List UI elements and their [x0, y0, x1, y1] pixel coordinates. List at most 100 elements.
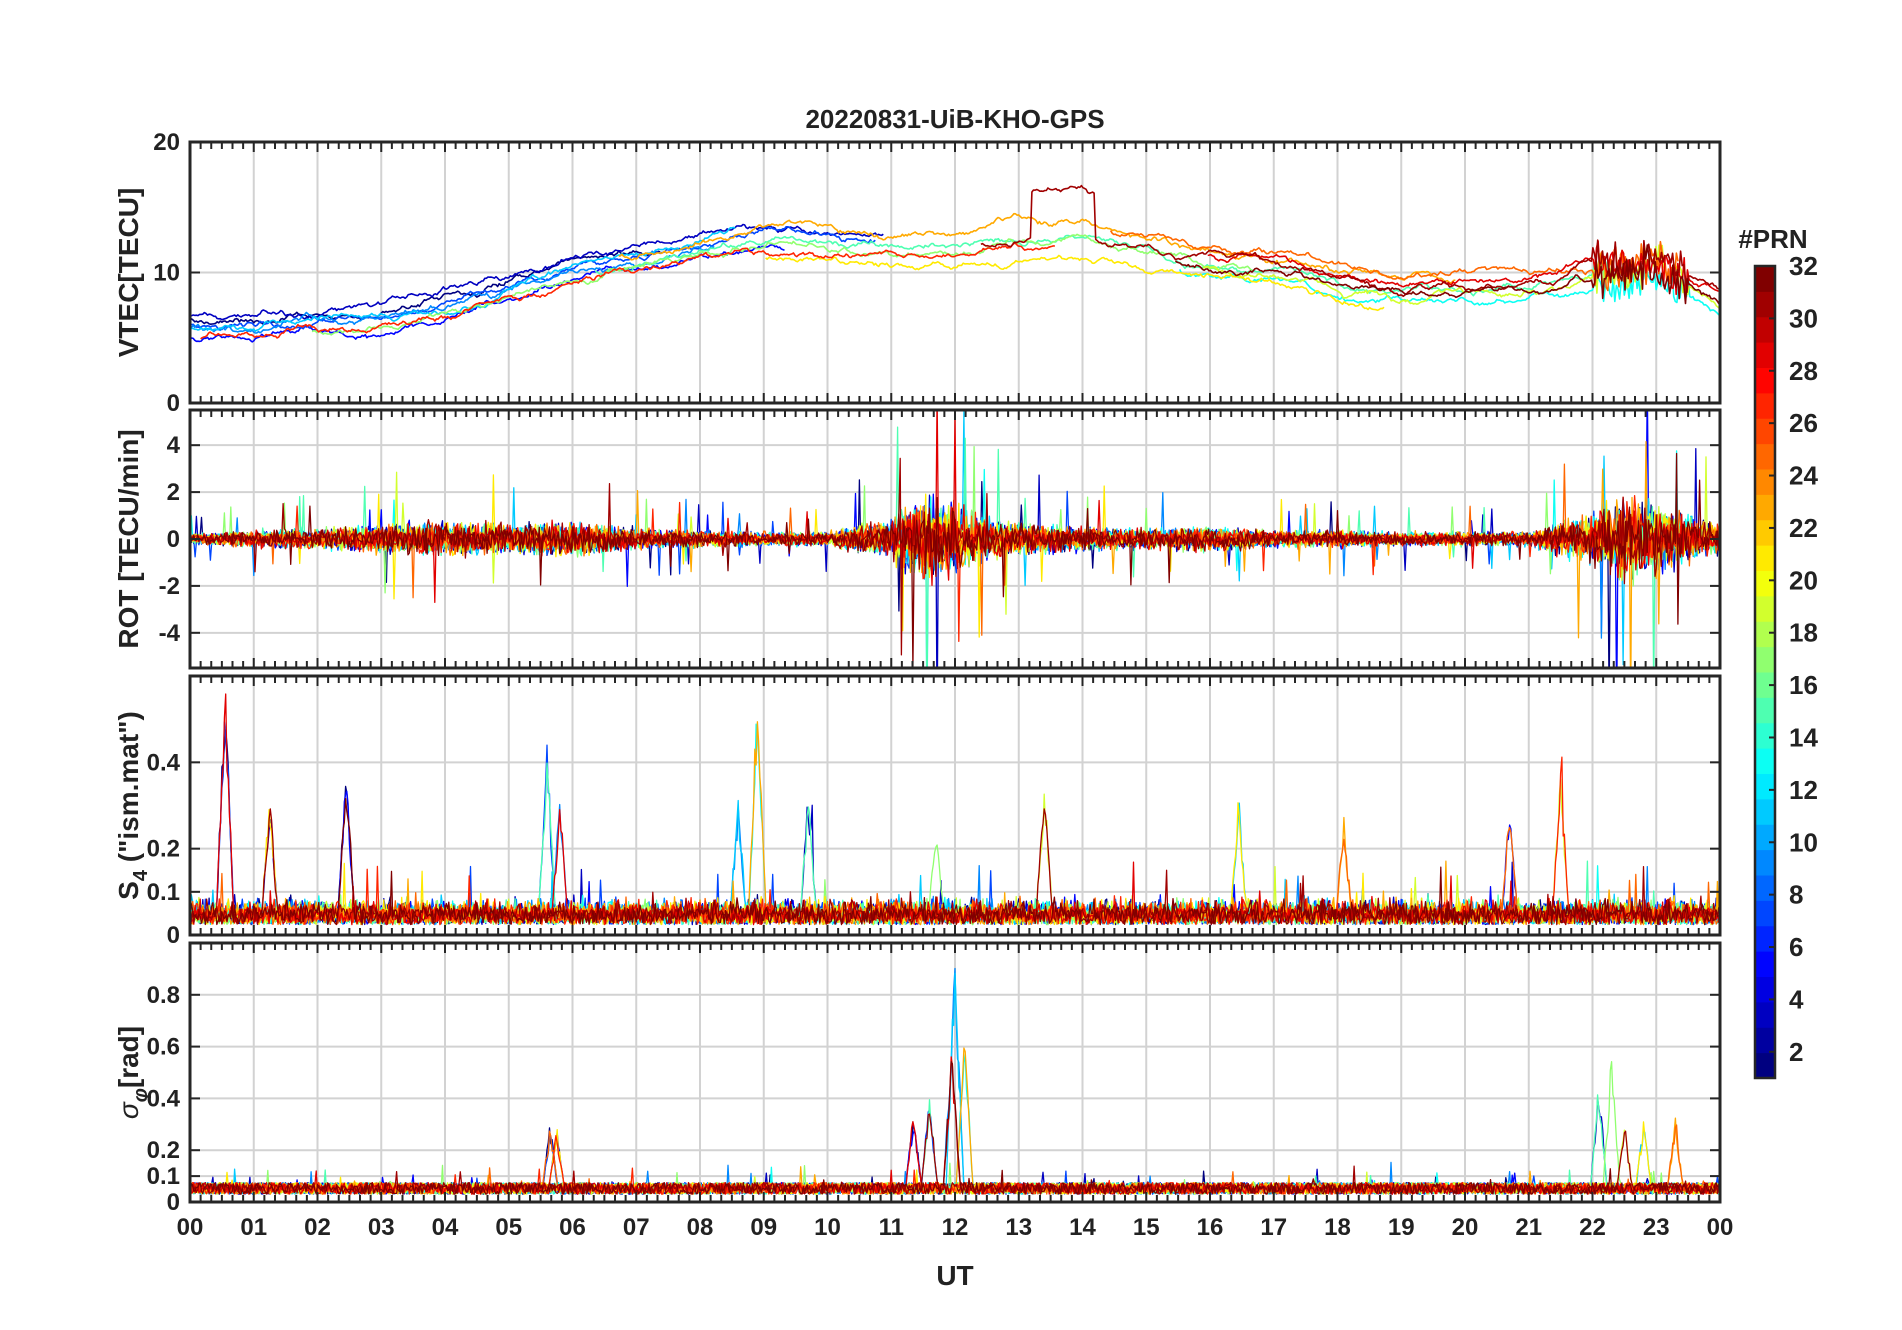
chart-title: 20220831-UiB-KHO-GPS	[805, 104, 1104, 134]
colorbar-tick-label: 2	[1789, 1037, 1803, 1067]
x-tick-label: 05	[495, 1214, 522, 1241]
colorbar-segment	[1755, 722, 1775, 749]
x-tick-label: 01	[240, 1214, 267, 1241]
x-tick-label: 16	[1197, 1214, 1224, 1241]
colorbar-segment	[1755, 646, 1775, 673]
colorbar-segment	[1755, 418, 1775, 445]
y-tick-label: 0.8	[147, 982, 180, 1009]
x-axis: 00 01 02 03 04 05 06 07 08 09 10 11 12 13 14 15 16 17 18 19…	[177, 1214, 1734, 1241]
colorbar-segment	[1755, 469, 1775, 495]
series-group	[190, 184, 1720, 343]
x-tick-label: 12	[942, 1214, 969, 1241]
y-tick-label: 0.2	[147, 836, 180, 863]
y-tick-label: -2	[159, 573, 180, 600]
colorbar-tick-label: 12	[1789, 775, 1818, 805]
colorbar-segment	[1755, 266, 1775, 292]
y-axis-label-sub: φ	[130, 1088, 152, 1102]
series-prn-32	[190, 1061, 1720, 1195]
y-tick-label: 10	[153, 260, 180, 287]
colorbar-segment	[1755, 443, 1775, 470]
y-axis-label-rest: [rad]	[113, 1026, 144, 1088]
minor-ticks	[189, 142, 1721, 403]
y-tick-label: 0	[167, 390, 180, 417]
series-prn-11	[190, 226, 736, 333]
y-tick-label: 2	[167, 479, 180, 506]
series-prn-21	[765, 254, 1385, 312]
x-tick-label: 19	[1388, 1214, 1415, 1241]
colorbar-segment	[1755, 748, 1775, 774]
y-tick-label: 0	[167, 526, 180, 553]
y-axis-label-sub: 4	[130, 869, 152, 881]
x-tick-label: 07	[623, 1214, 650, 1241]
colorbar-segment	[1755, 1001, 1775, 1028]
y-tick-label: 4	[167, 432, 181, 459]
series-group	[190, 410, 1720, 668]
colorbar-segment	[1755, 316, 1775, 343]
x-tick-label: 04	[432, 1214, 459, 1241]
colorbar-tick-label: 24	[1789, 461, 1818, 491]
colorbar-segment	[1755, 1052, 1775, 1079]
x-tick-label: 17	[1260, 1214, 1287, 1241]
colorbar-segment	[1755, 291, 1775, 318]
series-prn-9	[190, 245, 715, 334]
colorbar-tick-label: 6	[1789, 932, 1803, 962]
y-tick-label: 0.1	[147, 1163, 180, 1190]
colorbar-segment	[1755, 367, 1775, 394]
colorbar-segment	[1755, 595, 1775, 622]
colorbar-tick-label: 18	[1789, 618, 1818, 648]
x-tick-label: 15	[1133, 1214, 1160, 1241]
minor-ticks	[189, 943, 1721, 1202]
x-tick-label: 21	[1515, 1214, 1542, 1241]
colorbar-segment	[1755, 875, 1775, 901]
colorbar-segment	[1755, 621, 1775, 648]
y-tick-label: 0.1	[147, 879, 180, 906]
y-tick-label: 0	[167, 922, 180, 949]
series-prn-7	[190, 225, 876, 331]
colorbar-segment	[1755, 672, 1775, 698]
colorbar-tick-label: 10	[1789, 827, 1818, 857]
colorbar-segment	[1755, 900, 1775, 927]
panel-sigma_phi: 00.10.2 0.4 0.6 0.8 σφ[rad]	[113, 941, 1722, 1216]
x-tick-label: 00	[1707, 1214, 1734, 1241]
x-tick-label: 14	[1069, 1214, 1096, 1241]
series-prn-32	[1174, 244, 1720, 305]
series-prn-32	[190, 452, 1720, 668]
series-prn-25	[1109, 230, 1679, 292]
series-prn-29	[190, 693, 1720, 926]
colorbar-tick-label: 30	[1789, 303, 1818, 333]
panel-vtec: 0 10 20 VTEC[TECU]	[113, 129, 1722, 417]
y-tick-label: 0	[167, 1189, 180, 1216]
colorbar-tick-label: 22	[1789, 513, 1818, 543]
colorbar-segment	[1755, 951, 1775, 977]
colorbar-segment	[1755, 976, 1775, 1003]
colorbar-tick-label: 20	[1789, 565, 1818, 595]
x-tick-label: 22	[1579, 1214, 1606, 1241]
colorbar-segment	[1755, 494, 1775, 521]
y-axis-label: S4 ("ism.mat")	[113, 711, 152, 900]
colorbar-tick-label: 26	[1789, 408, 1818, 438]
colorbar-tick-label: 14	[1789, 722, 1818, 752]
series-prn-15	[594, 234, 1608, 297]
series-prn-17	[311, 233, 1253, 336]
x-tick-label: 11	[879, 1214, 904, 1241]
y-tick-label: 20	[153, 129, 180, 156]
colorbar-title: #PRN	[1738, 224, 1807, 254]
x-axis-label: UT	[936, 1260, 973, 1291]
x-tick-label: 00	[177, 1214, 204, 1241]
colorbar-frame	[1753, 264, 1777, 1080]
colorbar-segment	[1755, 773, 1775, 800]
colorbar-segment	[1755, 849, 1775, 876]
x-tick-label: 06	[559, 1214, 586, 1241]
x-tick-label: 23	[1643, 1214, 1670, 1241]
colorbar-segment	[1755, 519, 1775, 546]
x-tick-label: 02	[304, 1214, 331, 1241]
colorbar-segment	[1755, 824, 1775, 851]
colorbar-segment	[1755, 798, 1775, 825]
colorbar-segment	[1755, 570, 1775, 597]
x-tick-label: 03	[368, 1214, 395, 1241]
y-axis-label-main: σ	[113, 1101, 144, 1119]
colorbar-tick-label: 32	[1789, 251, 1818, 281]
